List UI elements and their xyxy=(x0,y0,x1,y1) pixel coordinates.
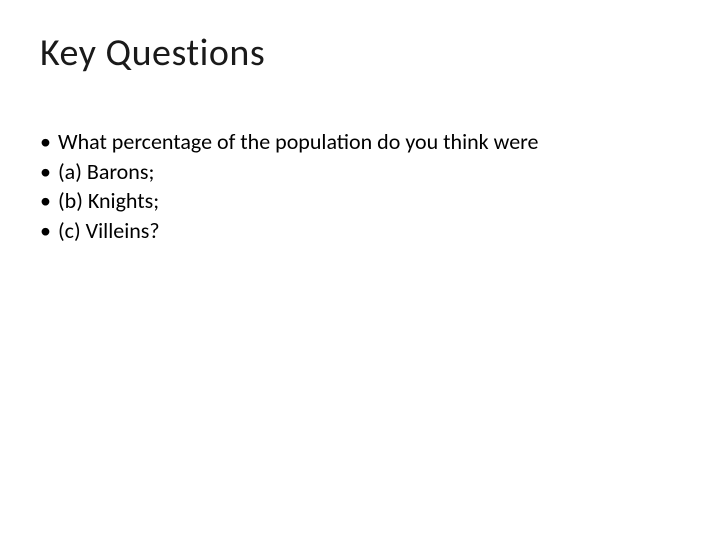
bullet-list: What percentage of the population do you… xyxy=(40,128,680,244)
slide-body: What percentage of the population do you… xyxy=(40,128,680,244)
list-item: (c) Villeins? xyxy=(40,217,680,245)
slide: Key Questions What percentage of the pop… xyxy=(0,0,720,540)
list-item: (b) Knights; xyxy=(40,187,680,215)
list-item: (a) Barons; xyxy=(40,158,680,186)
list-item: What percentage of the population do you… xyxy=(40,128,680,156)
slide-title: Key Questions xyxy=(40,30,680,76)
